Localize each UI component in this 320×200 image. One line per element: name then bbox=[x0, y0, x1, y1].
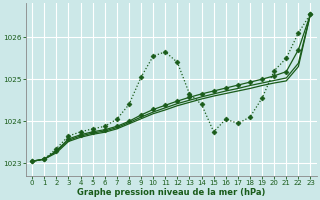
X-axis label: Graphe pression niveau de la mer (hPa): Graphe pression niveau de la mer (hPa) bbox=[77, 188, 266, 197]
